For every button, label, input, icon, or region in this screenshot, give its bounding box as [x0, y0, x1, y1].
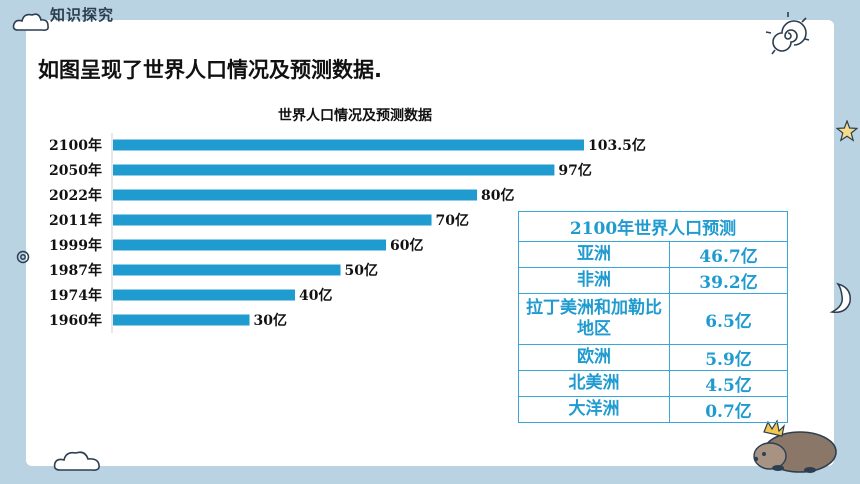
chart-title: 世界人口情况及预测数据 — [278, 108, 432, 124]
region-cell: 欧洲 — [518, 344, 670, 371]
star-icon — [836, 120, 858, 142]
table-row: 非洲 39.2亿 — [518, 267, 788, 294]
table-row: 大洋洲 0.7亿 — [518, 396, 788, 423]
table-row: 亚洲 46.7亿 — [518, 241, 788, 268]
page-heading: 如图呈现了世界人口情况及预测数据. — [38, 58, 382, 82]
region-cell: 非洲 — [518, 267, 670, 294]
category-label: 1974年 — [49, 287, 102, 304]
category-label: 2100年 — [49, 137, 102, 154]
bar — [113, 214, 432, 226]
bar — [113, 239, 387, 251]
value-label: 40亿 — [299, 287, 332, 304]
table-row: 欧洲 5.9亿 — [518, 344, 788, 371]
region-cell: 北美洲 — [518, 370, 670, 397]
category-label: 1987年 — [49, 262, 102, 279]
bar — [113, 189, 478, 201]
table-row: 北美洲 4.5亿 — [518, 370, 788, 397]
value-label: 60亿 — [390, 237, 423, 254]
value-label: 50亿 — [345, 262, 378, 279]
moon-icon — [829, 282, 851, 314]
value-label: 80亿 — [481, 187, 514, 204]
category-label: 2022年 — [49, 187, 102, 204]
value-cell: 4.5亿 — [669, 370, 788, 397]
spiral-icon — [16, 250, 30, 264]
bar — [113, 164, 555, 176]
category-label: 1999年 — [49, 237, 102, 254]
bar — [113, 314, 250, 326]
cloud-icon — [12, 13, 49, 31]
region-cell: 大洋洲 — [518, 396, 670, 423]
section-tag: 知识探究 — [50, 6, 115, 24]
value-cell: 46.7亿 — [669, 241, 788, 268]
table-title: 2100年世界人口预测 — [518, 211, 788, 242]
table-row: 拉丁美洲和加勒比地区 6.5亿 — [518, 293, 788, 345]
bar — [113, 264, 341, 276]
value-label: 30亿 — [254, 312, 287, 329]
category-label: 2011年 — [49, 212, 102, 229]
bar — [113, 289, 296, 301]
value-cell: 6.5亿 — [669, 293, 788, 345]
value-cell: 0.7亿 — [669, 396, 788, 423]
region-cell: 拉丁美洲和加勒比地区 — [518, 293, 670, 345]
value-cell: 39.2亿 — [669, 267, 788, 294]
value-label: 70亿 — [436, 212, 469, 229]
region-cell: 亚洲 — [518, 241, 670, 268]
value-label: 97亿 — [558, 162, 591, 179]
bar — [113, 139, 584, 151]
value-label: 103.5亿 — [588, 137, 646, 154]
category-label: 1960年 — [49, 312, 102, 329]
prediction-table: 2100年世界人口预测 亚洲 46.7亿 非洲 39.2亿 拉丁美洲和加勒比地区… — [518, 211, 788, 423]
spiral-sun-icon — [765, 12, 810, 55]
category-label: 2050年 — [49, 162, 102, 179]
value-cell: 5.9亿 — [669, 344, 788, 371]
cloud-icon — [53, 451, 100, 471]
hedgehog-icon — [753, 419, 837, 473]
